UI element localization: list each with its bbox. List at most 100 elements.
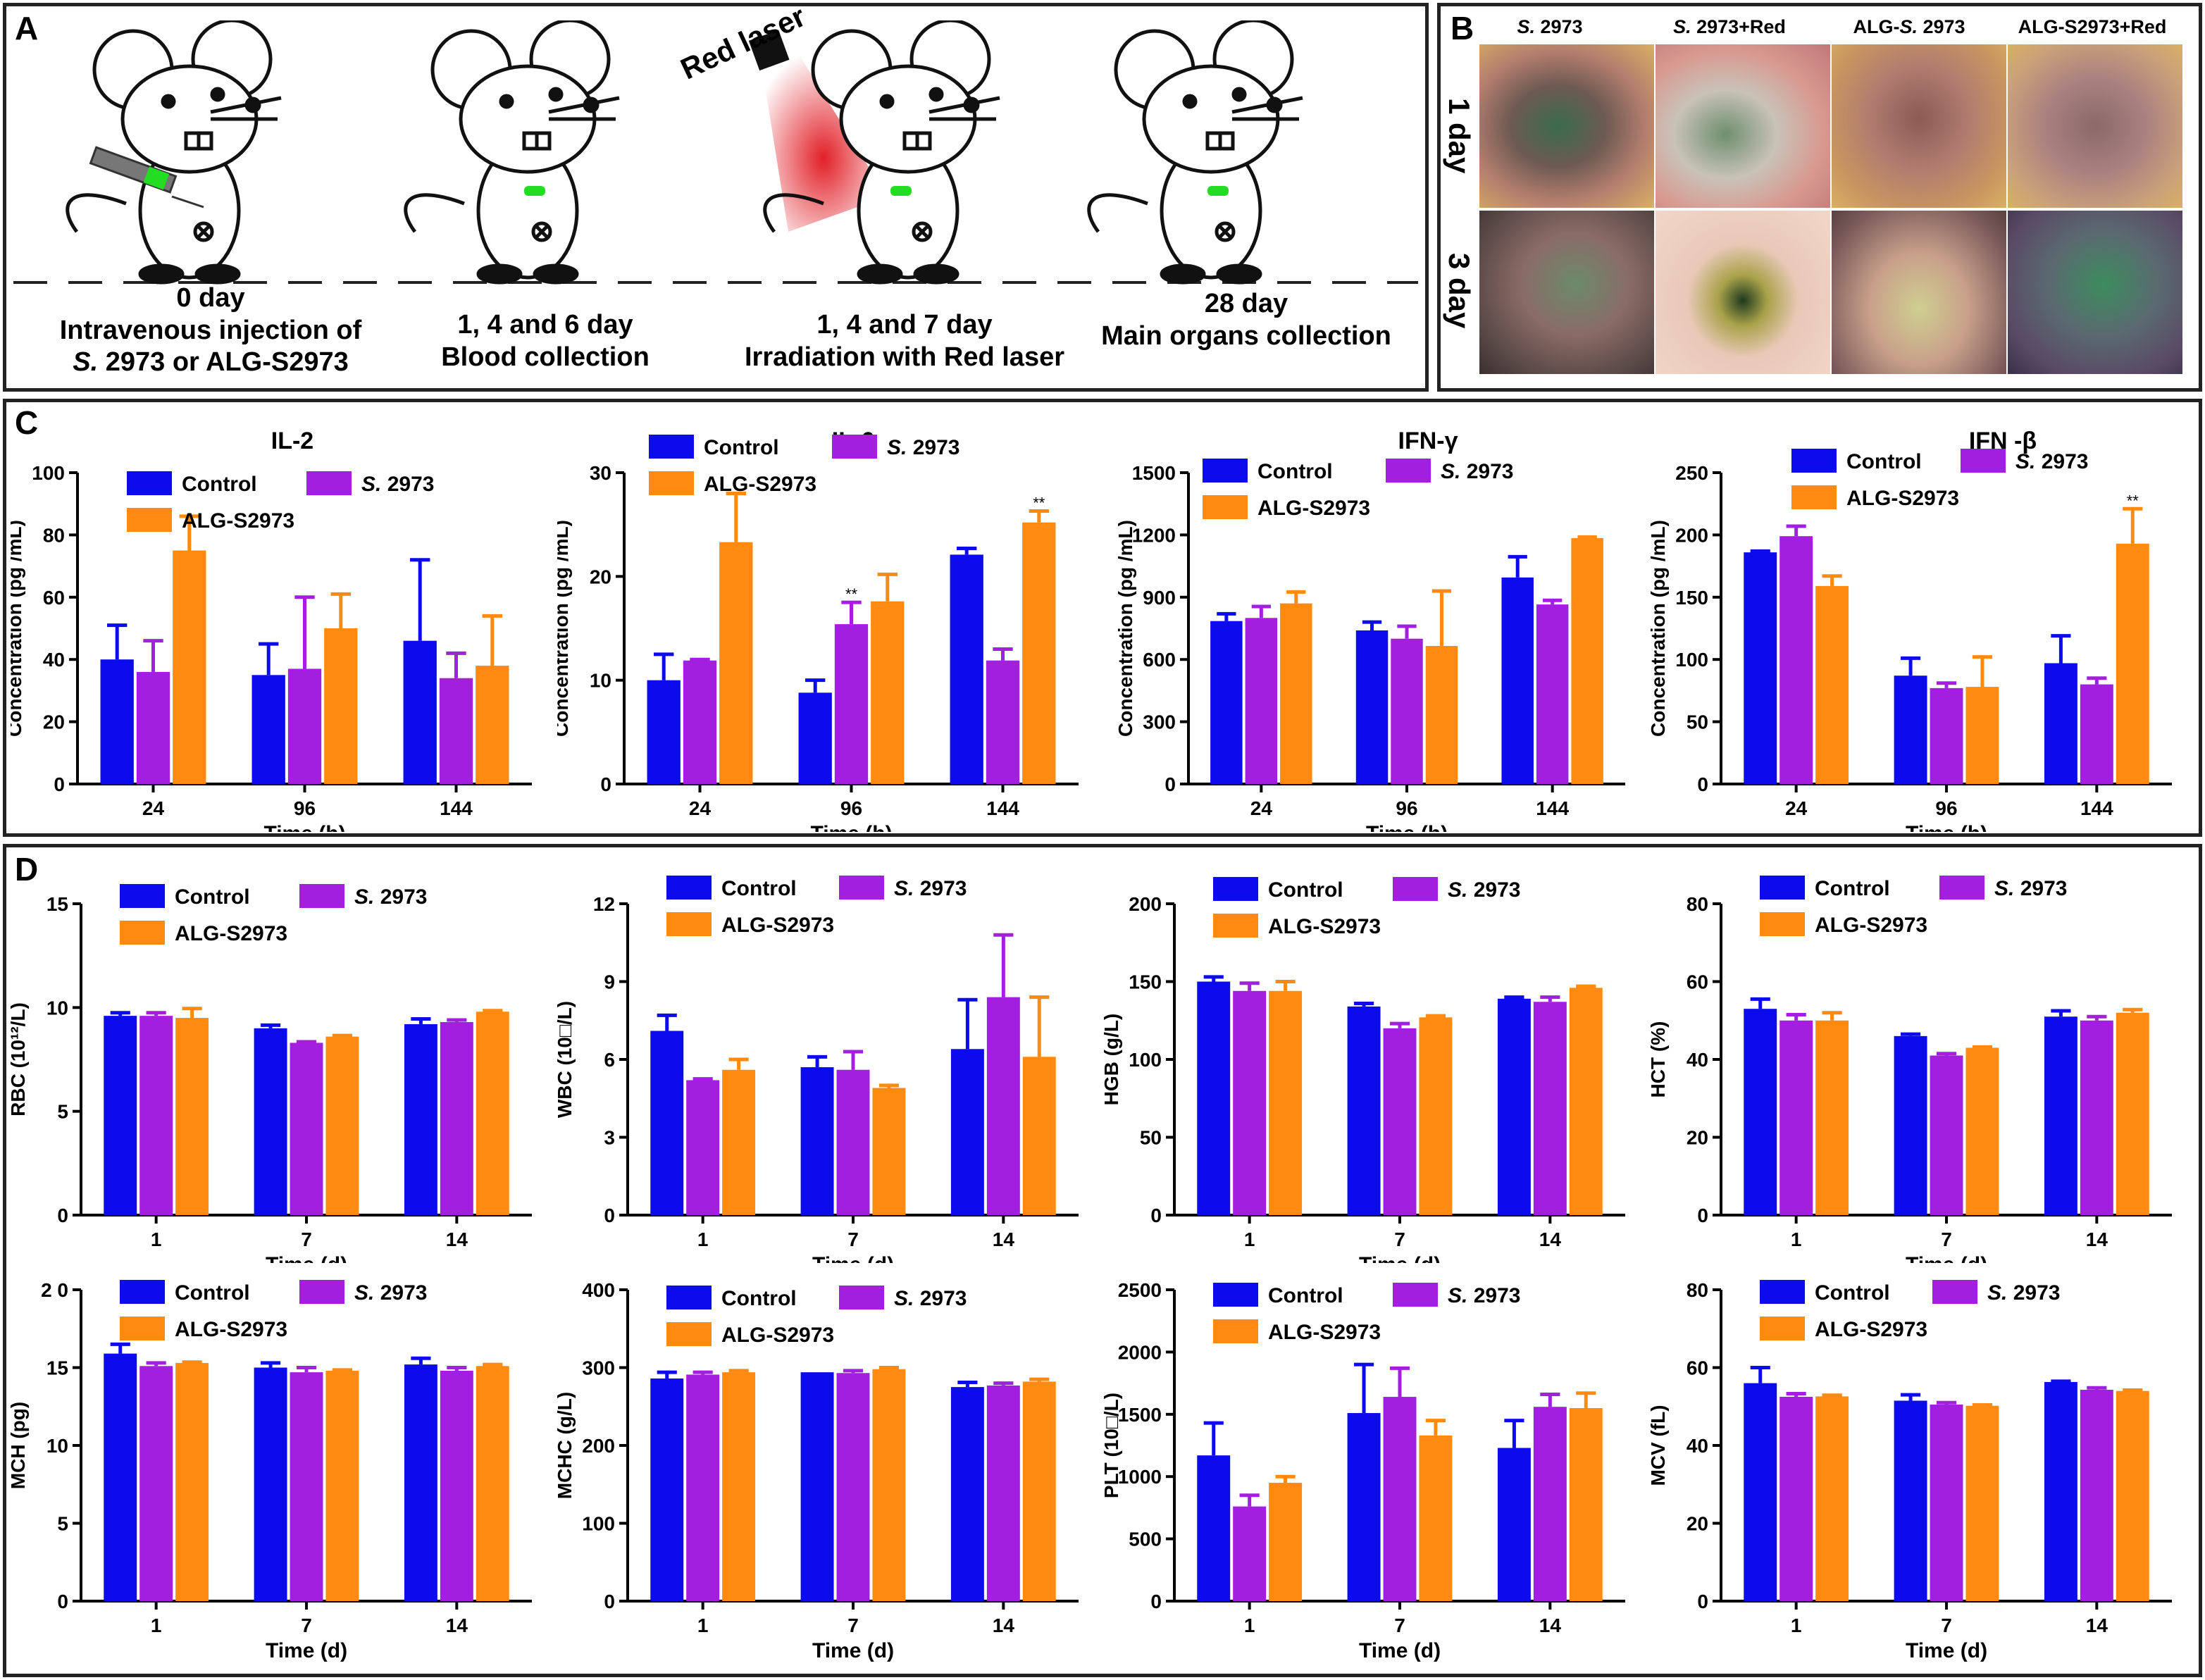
legend-swatch xyxy=(1961,449,2006,473)
legend-swatch xyxy=(1393,1283,1438,1307)
y-tick-label: 250 xyxy=(1675,462,1708,484)
photo-column-label: ALG-S2973+Red xyxy=(2018,16,2167,37)
step-caption-2: 1, 4 and 7 day Irradiation with Red lase… xyxy=(745,310,1064,372)
x-tick-label: 96 xyxy=(294,797,316,819)
bar-hgb-s0-c1 xyxy=(1347,1006,1381,1215)
bar-hct-s2-c2 xyxy=(2116,1012,2149,1215)
panel-a: A xyxy=(3,0,1429,392)
legend-swatch xyxy=(1386,459,1431,483)
legend-label: Control xyxy=(721,1287,797,1310)
y-tick-label: 200 xyxy=(1675,524,1708,546)
x-tick-label: 24 xyxy=(689,797,712,819)
y-tick-label: 1500 xyxy=(1118,1404,1162,1426)
ifng-chart: IFN-γ 0 300 600 900 1200 1500 Concentration (pg… xyxy=(1114,428,1625,832)
panel-d-letter: D xyxy=(15,851,39,888)
legend-label: S. 2973 xyxy=(354,885,427,909)
y-tick-label: 40 xyxy=(1687,1049,1708,1071)
bar-wbc-s1-c1 xyxy=(836,1069,870,1215)
bar-il2-s0-c0 xyxy=(100,659,134,784)
bar-il6-s2-c1 xyxy=(871,601,905,784)
x-tick-label: 96 xyxy=(840,797,862,819)
bar-mch-s0-c1 xyxy=(254,1367,287,1601)
legend-swatch xyxy=(1203,459,1248,483)
bar-ifnb-s1-c0 xyxy=(1779,536,1813,784)
bar-hgb-s2-c0 xyxy=(1269,990,1303,1215)
bar-hgb-s0-c0 xyxy=(1197,981,1231,1215)
x-axis-label: Time (d) xyxy=(812,1639,894,1662)
bar-il6-s0-c1 xyxy=(798,692,832,784)
legend-label: Control xyxy=(704,436,779,459)
legend-swatch xyxy=(1203,495,1248,519)
legend-label: Control xyxy=(1268,878,1343,902)
y-tick-label: 80 xyxy=(1687,1279,1708,1301)
bar-il2-s0-c2 xyxy=(403,640,437,784)
legend-swatch xyxy=(120,921,165,945)
legend-label: Control xyxy=(721,877,797,900)
bar-ifng-s0-c0 xyxy=(1210,621,1243,784)
bar-hgb-s2-c1 xyxy=(1419,1017,1453,1215)
legend-swatch xyxy=(839,1286,884,1309)
x-axis-label: Time (d) xyxy=(1906,1639,1987,1662)
bar-ifnb-s0-c0 xyxy=(1744,552,1777,784)
legend-swatch xyxy=(1393,877,1438,901)
x-tick-label: 1 xyxy=(1244,1614,1255,1636)
x-axis-label: Time (d) xyxy=(266,1639,347,1662)
bar-plt-s2-c0 xyxy=(1269,1483,1303,1601)
x-tick-label: 96 xyxy=(1935,797,1957,819)
bar-rbc-s2-c2 xyxy=(476,1012,509,1215)
y-tick-label: 20 xyxy=(1687,1127,1708,1149)
legend-swatch xyxy=(666,1322,712,1346)
legend-label: ALG-S2973 xyxy=(704,473,816,496)
bar-rbc-s1-c2 xyxy=(440,1021,473,1215)
y-tick-label: 0 xyxy=(57,1591,68,1612)
mchc-chart: 0 100 200 300 400 MCHC (g/L) 1 7 14 Time (d) Contr… xyxy=(557,1279,1079,1662)
chart-title: IFN-γ xyxy=(1398,428,1458,454)
bar-hct-s2-c1 xyxy=(1965,1047,1999,1215)
photo-alg-s2973-day1 xyxy=(1832,44,2006,208)
y-axis-label: HGB (g/L) xyxy=(1104,1014,1122,1106)
bar-ifnb-s1-c1 xyxy=(1930,687,1963,784)
bar-mchc-s2-c2 xyxy=(1022,1381,1056,1601)
bar-ifng-s0-c1 xyxy=(1355,630,1389,784)
bar-il6-s2-c0 xyxy=(719,542,753,784)
bar-il2-s2-c1 xyxy=(324,628,358,784)
legend-swatch xyxy=(1791,485,1837,509)
bar-plt-s1-c1 xyxy=(1383,1397,1417,1601)
y-tick-label: 400 xyxy=(582,1279,615,1301)
x-tick-label: 14 xyxy=(2086,1614,2108,1636)
legend-swatch xyxy=(649,471,694,495)
mch-chart: 0 5 10 15 2 0 MCH (pg) 1 7 14 Time (d) Control S. 2… xyxy=(11,1279,532,1662)
legend-swatch xyxy=(839,876,884,900)
y-tick-label: 6 xyxy=(604,1049,615,1071)
x-tick-label: 144 xyxy=(1536,797,1569,819)
photo-column-label: S. 2973 xyxy=(1517,16,1583,37)
y-tick-label: 80 xyxy=(1687,893,1708,915)
photo-alg-s2973-red-day3 xyxy=(2008,211,2182,374)
bar-hgb-s0-c2 xyxy=(1497,998,1531,1215)
bar-ifng-s2-c2 xyxy=(1571,537,1603,784)
legend-label: Control xyxy=(1268,1284,1343,1307)
legend-swatch xyxy=(1760,1317,1805,1340)
legend-swatch xyxy=(120,1317,165,1340)
legend-swatch xyxy=(1213,914,1258,938)
significance-mark: ** xyxy=(2127,492,2139,509)
bar-ifnb-s2-c0 xyxy=(1815,585,1849,784)
panel-a-letter: A xyxy=(15,10,39,46)
x-tick-label: 7 xyxy=(1394,1614,1405,1636)
bar-ifng-s2-c0 xyxy=(1280,603,1312,784)
y-axis-label: Concentration (pg /mL) xyxy=(1114,520,1136,737)
bar-hct-s0-c1 xyxy=(1894,1035,1927,1215)
bar-mcv-s1-c2 xyxy=(2080,1389,2113,1601)
y-tick-label: 200 xyxy=(582,1435,615,1457)
bar-ifnb-s1-c2 xyxy=(2080,684,2113,784)
y-tick-label: 80 xyxy=(43,524,65,546)
bar-il2-s1-c0 xyxy=(136,671,170,784)
bar-ifnb-s0-c2 xyxy=(2044,663,2077,784)
bar-plt-s0-c1 xyxy=(1347,1413,1381,1601)
x-tick-label: 1 xyxy=(697,1228,709,1250)
bar-mch-s2-c1 xyxy=(325,1370,359,1601)
bar-mchc-s0-c2 xyxy=(950,1387,984,1601)
x-tick-label: 7 xyxy=(847,1228,859,1250)
bar-il6-s2-c2 xyxy=(1022,522,1056,784)
bar-wbc-s2-c2 xyxy=(1022,1057,1056,1215)
